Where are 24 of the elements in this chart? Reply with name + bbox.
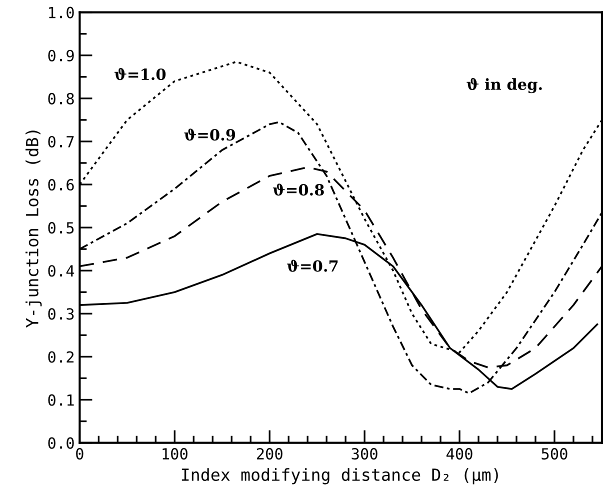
series-label: ϑ=1.0 <box>114 68 166 80</box>
x-tick-label: 300 <box>352 448 378 460</box>
x-tick-label: 0 <box>76 448 84 460</box>
x-tick-label: 100 <box>162 448 188 460</box>
annotation: ϑ in deg. <box>466 78 542 94</box>
series-label: ϑ=0.7 <box>287 260 338 272</box>
y-tick-label: 0.0 <box>48 437 74 449</box>
x-axis-title: Index modifying distance D₂ (μm) <box>182 468 498 484</box>
y-tick-label: 0.5 <box>48 222 74 234</box>
y-tick-label: 0.1 <box>48 394 74 406</box>
y-tick-label: 0.7 <box>48 136 74 148</box>
x-tick-label: 500 <box>542 448 568 460</box>
x-tick-label: 400 <box>446 448 472 460</box>
series-label: ϑ=0.9 <box>184 128 236 141</box>
y-tick-label: 0.3 <box>48 308 74 320</box>
series-label: ϑ=0.8 <box>272 184 324 196</box>
y-tick-label: 0.8 <box>48 92 74 104</box>
y-tick-label: 0.9 <box>48 50 74 62</box>
y-tick-label: 0.6 <box>48 179 74 191</box>
y-axis-title: Y-junction Loss (dB) <box>26 130 42 328</box>
y-tick-label: 0.2 <box>48 351 74 363</box>
y-tick-label: 0.4 <box>48 265 74 277</box>
x-tick-label: 200 <box>256 448 282 460</box>
y-tick-label: 1.0 <box>49 6 74 18</box>
